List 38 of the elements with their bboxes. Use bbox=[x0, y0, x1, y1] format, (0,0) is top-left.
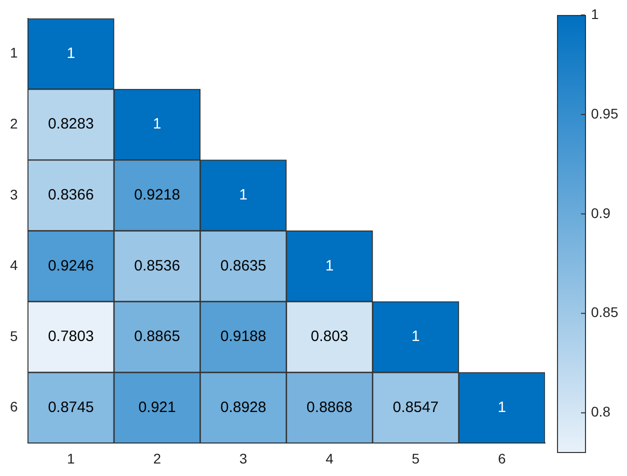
y-tick-label: 6 bbox=[10, 398, 18, 415]
color-bar-label: 1 bbox=[591, 6, 599, 22]
data-label: 0.8547 bbox=[392, 398, 439, 416]
x-tick-label: 4 bbox=[326, 450, 334, 466]
data-label: 0.8868 bbox=[306, 398, 352, 416]
data-label: 0.8635 bbox=[220, 257, 266, 274]
y-tick-label: 1 bbox=[10, 44, 18, 61]
data-label: 1 bbox=[412, 328, 420, 346]
data-label: 1 bbox=[152, 116, 162, 133]
data-label: 0.803 bbox=[310, 328, 348, 346]
y-tick-label: 3 bbox=[10, 186, 18, 202]
x-tick-label: 6 bbox=[498, 450, 506, 466]
x-tick-label: 3 bbox=[239, 450, 248, 466]
x-tick-label: 2 bbox=[153, 450, 162, 466]
data-label: 0.9246 bbox=[48, 257, 94, 274]
y-tick-label: 2 bbox=[10, 115, 18, 132]
data-label: 0.8283 bbox=[48, 116, 94, 133]
data-label: 0.8865 bbox=[134, 328, 180, 346]
color-bar-label: 0.9 bbox=[591, 204, 611, 221]
data-label: 1 bbox=[239, 186, 248, 204]
data-label: 0.7803 bbox=[48, 328, 94, 346]
data-label: 0.8366 bbox=[48, 186, 94, 204]
data-label: 0.9188 bbox=[220, 328, 266, 346]
y-tick-label: 4 bbox=[10, 257, 18, 274]
data-label: 0.8745 bbox=[48, 398, 94, 416]
data-label: 1 bbox=[498, 398, 506, 416]
data-label: 1 bbox=[66, 44, 76, 62]
color-bar-label: 0.8 bbox=[591, 404, 611, 420]
x-tick-label: 5 bbox=[412, 450, 420, 466]
data-label: 0.8928 bbox=[220, 398, 266, 416]
data-label: 1 bbox=[325, 257, 334, 274]
data-label: 0.921 bbox=[138, 398, 176, 416]
x-tick-label: 1 bbox=[66, 450, 75, 466]
data-label: 0.9218 bbox=[134, 186, 180, 204]
color-bar-label: 0.95 bbox=[591, 105, 618, 122]
data-label: 0.8536 bbox=[134, 257, 180, 274]
color-bar-label: 0.85 bbox=[591, 304, 618, 320]
y-tick-label: 5 bbox=[10, 328, 18, 344]
